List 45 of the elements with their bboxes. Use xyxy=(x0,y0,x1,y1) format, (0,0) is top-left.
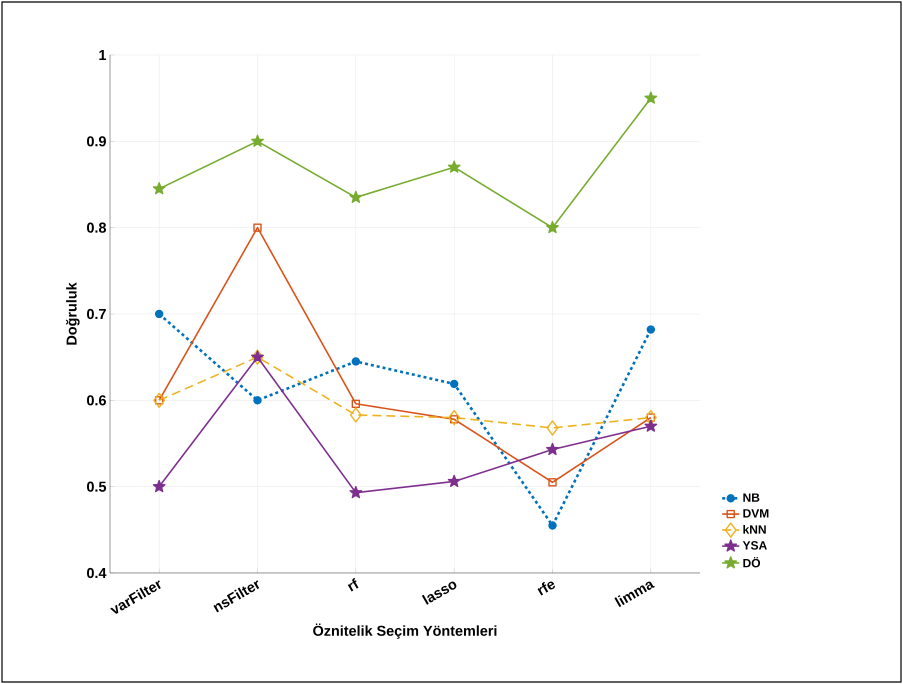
point xyxy=(448,474,461,488)
point xyxy=(154,396,164,405)
point xyxy=(548,478,557,487)
point xyxy=(450,415,458,424)
legend-label: NB xyxy=(743,493,760,502)
point xyxy=(153,392,166,408)
point xyxy=(152,182,166,194)
point xyxy=(448,160,461,173)
point xyxy=(350,407,362,423)
point xyxy=(349,190,362,203)
point xyxy=(646,325,656,334)
y-tick-label: 0.7 xyxy=(87,308,106,320)
point xyxy=(644,420,658,432)
point xyxy=(352,400,360,408)
point xyxy=(546,442,559,456)
y-tick-label: 0.8 xyxy=(87,222,106,233)
y-axis-title: Doğruluk xyxy=(66,282,80,345)
y-tick-label: 1 xyxy=(99,50,106,60)
point xyxy=(548,521,557,530)
point xyxy=(644,410,657,426)
point xyxy=(450,380,458,388)
y-tick-label: 0.4 xyxy=(87,568,106,578)
y-tick-label: 0.6 xyxy=(87,395,106,406)
legend-label: YSA xyxy=(742,541,767,550)
point xyxy=(251,134,264,147)
legend-label: DVM xyxy=(743,509,768,518)
point xyxy=(253,396,262,405)
x-tick-label: rfe xyxy=(538,582,555,596)
y-tick-label: 0.9 xyxy=(87,136,106,146)
point xyxy=(448,410,460,426)
x-axis-title: Öznitelik Seçim Yöntemleri xyxy=(313,623,496,639)
point xyxy=(152,480,166,492)
point xyxy=(646,413,656,422)
point xyxy=(546,220,559,234)
legend-label: kNN xyxy=(743,524,766,534)
point xyxy=(154,310,164,318)
point xyxy=(349,486,362,498)
point xyxy=(546,420,558,436)
x-tick-label: rf xyxy=(348,578,358,592)
legend-label: DÖ xyxy=(743,557,760,568)
x-tick-label: lasso xyxy=(422,582,456,605)
point xyxy=(352,357,360,366)
y-tick-label: 0.5 xyxy=(87,482,106,492)
point xyxy=(253,223,262,232)
point xyxy=(644,91,658,104)
